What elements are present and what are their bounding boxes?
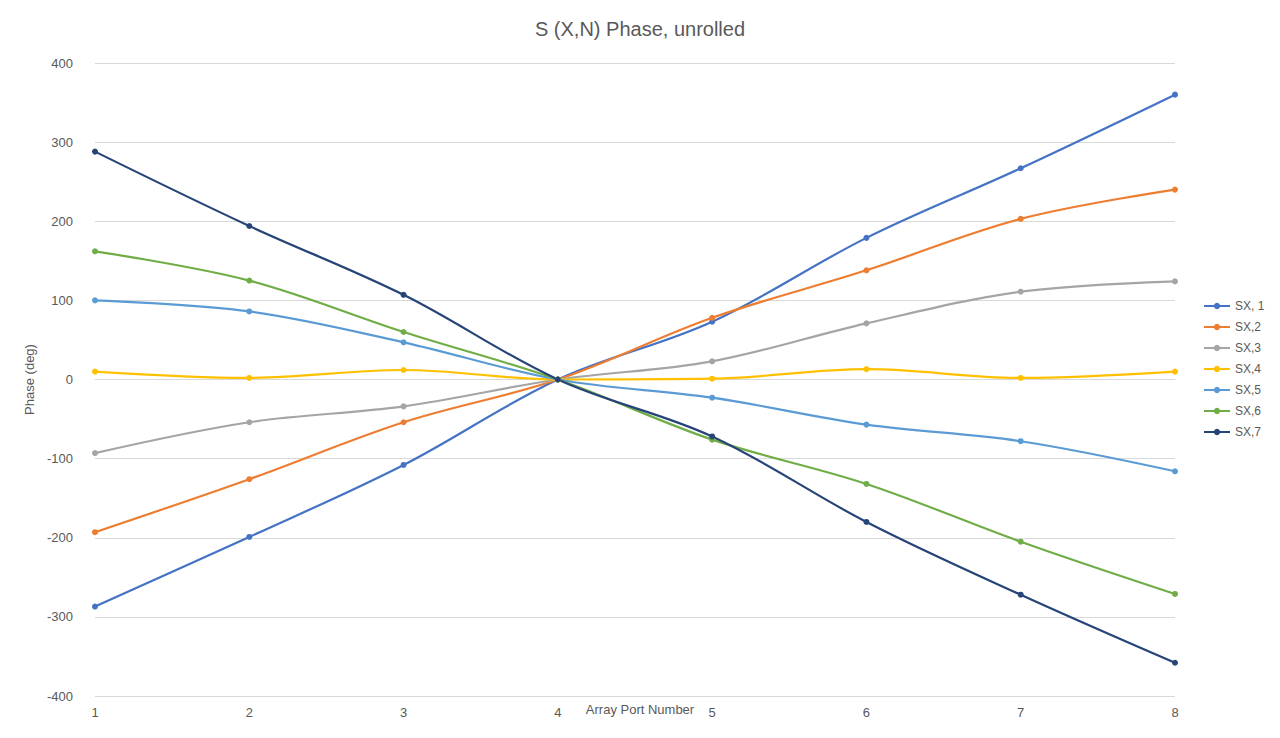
svg-text:200: 200	[51, 214, 73, 229]
svg-text:SX,2: SX,2	[1235, 320, 1261, 334]
svg-text:SX,3: SX,3	[1235, 341, 1261, 355]
svg-text:6: 6	[863, 705, 870, 720]
svg-text:S (X,N) Phase, unrolled: S (X,N) Phase, unrolled	[535, 18, 745, 40]
svg-text:-400: -400	[47, 689, 73, 704]
svg-text:7: 7	[1017, 705, 1024, 720]
svg-text:SX, 1: SX, 1	[1235, 299, 1265, 313]
svg-text:-300: -300	[47, 609, 73, 624]
svg-text:4: 4	[554, 705, 561, 720]
svg-text:3: 3	[400, 705, 407, 720]
svg-text:SX,5: SX,5	[1235, 383, 1261, 397]
svg-text:8: 8	[1171, 705, 1178, 720]
svg-text:300: 300	[51, 135, 73, 150]
svg-text:-200: -200	[47, 530, 73, 545]
svg-text:5: 5	[709, 705, 716, 720]
svg-text:SX,6: SX,6	[1235, 404, 1261, 418]
svg-text:2: 2	[246, 705, 253, 720]
svg-text:SX,7: SX,7	[1235, 425, 1261, 439]
svg-text:-100: -100	[47, 451, 73, 466]
svg-text:400: 400	[51, 56, 73, 71]
svg-text:Array Port Number: Array Port Number	[586, 702, 695, 717]
svg-text:1: 1	[91, 705, 98, 720]
svg-text:SX,4: SX,4	[1235, 362, 1261, 376]
svg-text:Phase (deg): Phase (deg)	[22, 344, 37, 415]
svg-text:100: 100	[51, 293, 73, 308]
svg-text:0: 0	[66, 372, 73, 387]
